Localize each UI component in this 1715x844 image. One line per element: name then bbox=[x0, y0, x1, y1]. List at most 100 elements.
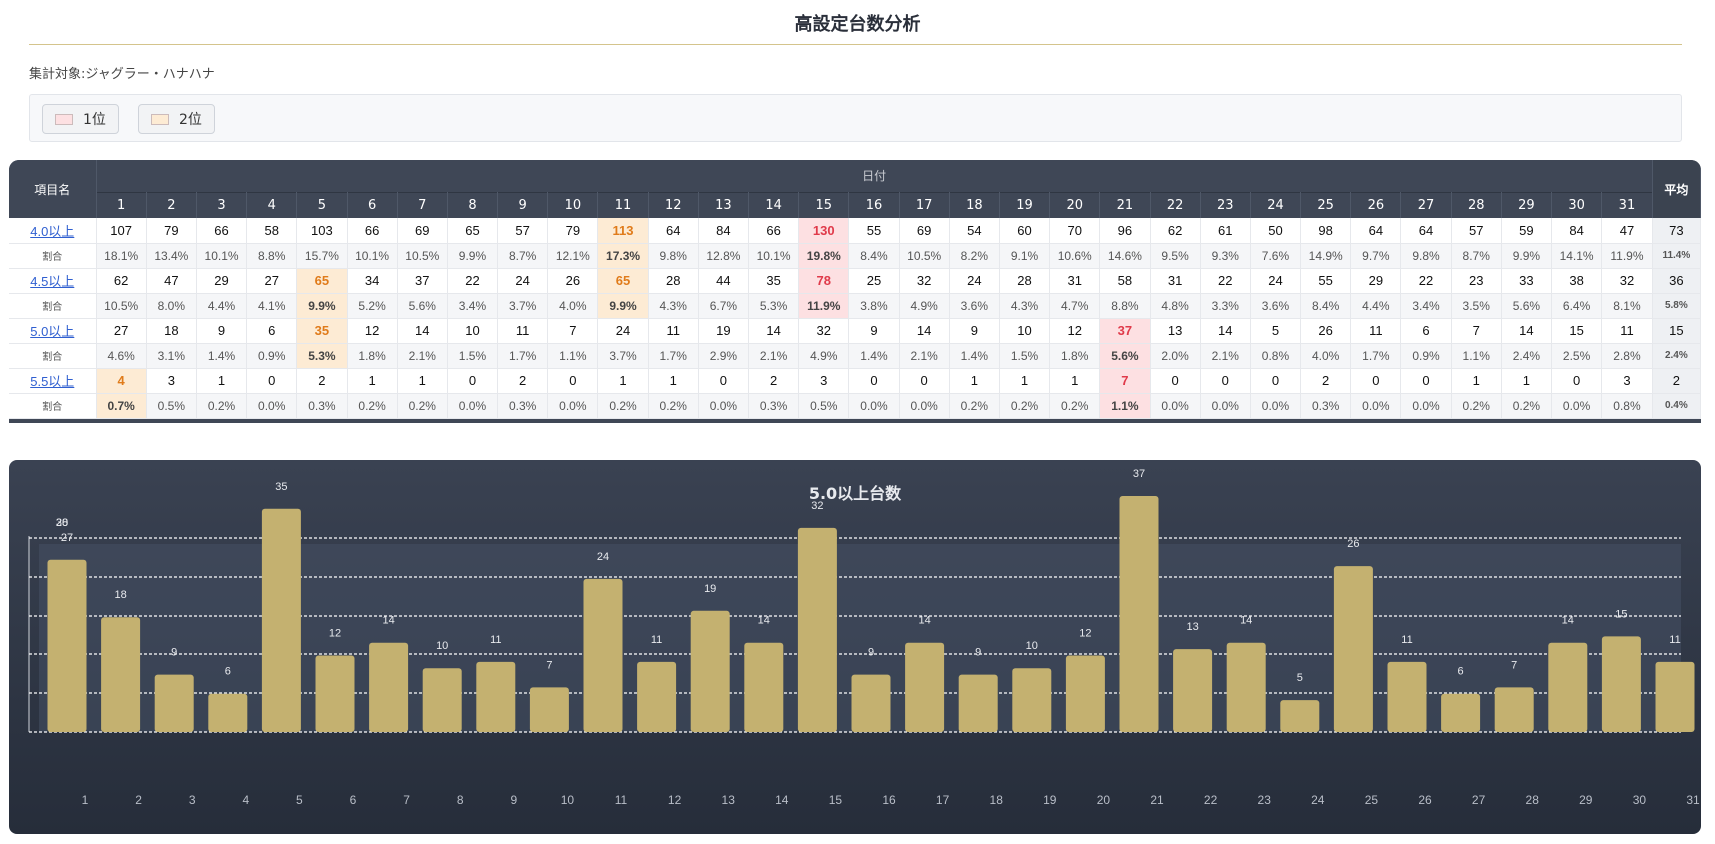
aggregation-target: 集計対象:ジャグラー・ハナハナ bbox=[29, 67, 215, 82]
ratio-cell: 0.3% bbox=[296, 393, 348, 419]
x-tick-label: 8 bbox=[457, 793, 464, 807]
ratio-cell: 1.7% bbox=[1350, 343, 1402, 369]
bar-8[interactable] bbox=[422, 668, 462, 732]
bar-10[interactable] bbox=[529, 687, 569, 732]
bar-12[interactable] bbox=[637, 661, 677, 732]
value-cell: 37 bbox=[1099, 318, 1151, 344]
ratio-cell: 0.0% bbox=[1200, 393, 1251, 419]
bar-5[interactable] bbox=[261, 508, 301, 732]
x-tick-label: 1 bbox=[82, 793, 89, 807]
bar-17[interactable] bbox=[905, 642, 945, 732]
bar-11[interactable] bbox=[583, 578, 623, 732]
value-cell: 0 bbox=[698, 368, 750, 394]
value-cell: 55 bbox=[1300, 268, 1352, 294]
ratio-cell: 11.9% bbox=[798, 293, 850, 319]
ratio-cell: 5.6% bbox=[397, 293, 448, 319]
row-name-link[interactable]: 5.5以上 bbox=[30, 374, 75, 389]
bar-6[interactable] bbox=[315, 655, 355, 732]
ratio-cell: 8.1% bbox=[1601, 293, 1653, 319]
value-cell: 64 bbox=[648, 218, 699, 244]
bar-value-label: 14 bbox=[1562, 615, 1574, 627]
value-cell: 1 bbox=[1049, 368, 1101, 394]
bar-value-label: 12 bbox=[1079, 627, 1091, 639]
average-ratio-cell: 0.4% bbox=[1652, 393, 1701, 419]
bar-30[interactable] bbox=[1601, 636, 1641, 732]
value-cell: 34 bbox=[347, 268, 398, 294]
bar-chart: 5.0以上台数302827118293643551261471081197102… bbox=[28, 468, 1700, 807]
bar-2[interactable] bbox=[101, 617, 141, 732]
value-cell: 31 bbox=[1150, 268, 1201, 294]
bar-value-label: 14 bbox=[1240, 615, 1252, 627]
value-cell: 1 bbox=[397, 368, 448, 394]
average-header: 平均 bbox=[1652, 160, 1701, 218]
bar-1[interactable] bbox=[47, 559, 87, 732]
bar-14[interactable] bbox=[744, 642, 784, 732]
bar-value-label: 10 bbox=[1026, 640, 1038, 652]
bar-9[interactable] bbox=[476, 661, 516, 732]
bar-24[interactable] bbox=[1280, 700, 1320, 732]
legend-rank1-label: 1位 bbox=[83, 112, 106, 128]
row-name-link[interactable]: 4.5以上 bbox=[30, 274, 75, 289]
ratio-cell: 1.4% bbox=[949, 343, 1000, 369]
x-tick-label: 6 bbox=[350, 793, 357, 807]
value-cell: 62 bbox=[96, 268, 147, 294]
day-header-7: 7 bbox=[397, 191, 448, 218]
bar-23[interactable] bbox=[1226, 642, 1266, 732]
bar-4[interactable] bbox=[208, 693, 248, 732]
bar-value-label: 13 bbox=[1186, 621, 1198, 633]
row-name-link[interactable]: 5.0以上 bbox=[30, 324, 75, 339]
value-cell: 1 bbox=[648, 368, 699, 394]
bar-value-label: 26 bbox=[1347, 538, 1359, 550]
ratio-cell: 2.5% bbox=[1551, 343, 1603, 369]
value-cell: 6 bbox=[246, 318, 298, 344]
value-cell: 61 bbox=[1200, 218, 1251, 244]
bar-19[interactable] bbox=[1012, 668, 1052, 732]
ratio-label: 割合 bbox=[42, 302, 63, 313]
bar-22[interactable] bbox=[1173, 649, 1213, 732]
ratio-cell: 1.5% bbox=[447, 343, 499, 369]
bar-16[interactable] bbox=[851, 674, 891, 732]
bar-15[interactable] bbox=[797, 527, 837, 732]
value-cell: 11 bbox=[648, 318, 699, 344]
bar-29[interactable] bbox=[1548, 642, 1588, 732]
value-cell: 9 bbox=[848, 318, 900, 344]
row-name-link[interactable]: 4.0以上 bbox=[30, 223, 75, 239]
value-cell: 10 bbox=[999, 318, 1051, 344]
bar-value-label: 11 bbox=[490, 634, 501, 646]
day-header-9: 9 bbox=[497, 191, 549, 218]
ratio-cell: 3.8% bbox=[848, 293, 900, 319]
average-ratio-cell: 2.4% bbox=[1652, 343, 1701, 369]
ratio-cell: 4.3% bbox=[648, 293, 699, 319]
value-cell: 38 bbox=[1551, 268, 1603, 294]
bar-value-label: 11 bbox=[1669, 634, 1680, 646]
ratio-cell: 0.8% bbox=[1601, 393, 1653, 419]
bar-21[interactable] bbox=[1119, 496, 1159, 732]
bar-25[interactable] bbox=[1333, 566, 1373, 732]
ratio-cell: 8.4% bbox=[1300, 293, 1352, 319]
bar-18[interactable] bbox=[958, 674, 998, 732]
bar-value-label: 9 bbox=[868, 647, 874, 659]
value-cell: 22 bbox=[1400, 268, 1452, 294]
value-cell: 103 bbox=[296, 218, 348, 244]
value-cell: 14 bbox=[1200, 318, 1251, 344]
bar-28[interactable] bbox=[1494, 687, 1534, 732]
bar-20[interactable] bbox=[1065, 655, 1105, 732]
value-cell: 0 bbox=[1250, 368, 1302, 394]
bar-31[interactable] bbox=[1655, 661, 1695, 732]
value-cell: 98 bbox=[1300, 218, 1352, 244]
legend-rank2-button[interactable]: 2位 bbox=[138, 104, 215, 134]
value-cell: 9 bbox=[196, 318, 248, 344]
bar-3[interactable] bbox=[154, 674, 194, 732]
bar-26[interactable] bbox=[1387, 661, 1427, 732]
bar-27[interactable] bbox=[1441, 693, 1481, 732]
value-cell: 10 bbox=[447, 318, 499, 344]
value-cell: 24 bbox=[949, 268, 1000, 294]
day-header-26: 26 bbox=[1350, 191, 1402, 218]
value-cell: 65 bbox=[447, 218, 499, 244]
value-cell: 66 bbox=[748, 218, 800, 244]
bar-13[interactable] bbox=[690, 610, 730, 732]
ratio-cell: 2.8% bbox=[1601, 343, 1653, 369]
legend-rank1-button[interactable]: 1位 bbox=[42, 104, 119, 134]
value-cell: 78 bbox=[798, 268, 850, 294]
bar-7[interactable] bbox=[369, 642, 409, 732]
